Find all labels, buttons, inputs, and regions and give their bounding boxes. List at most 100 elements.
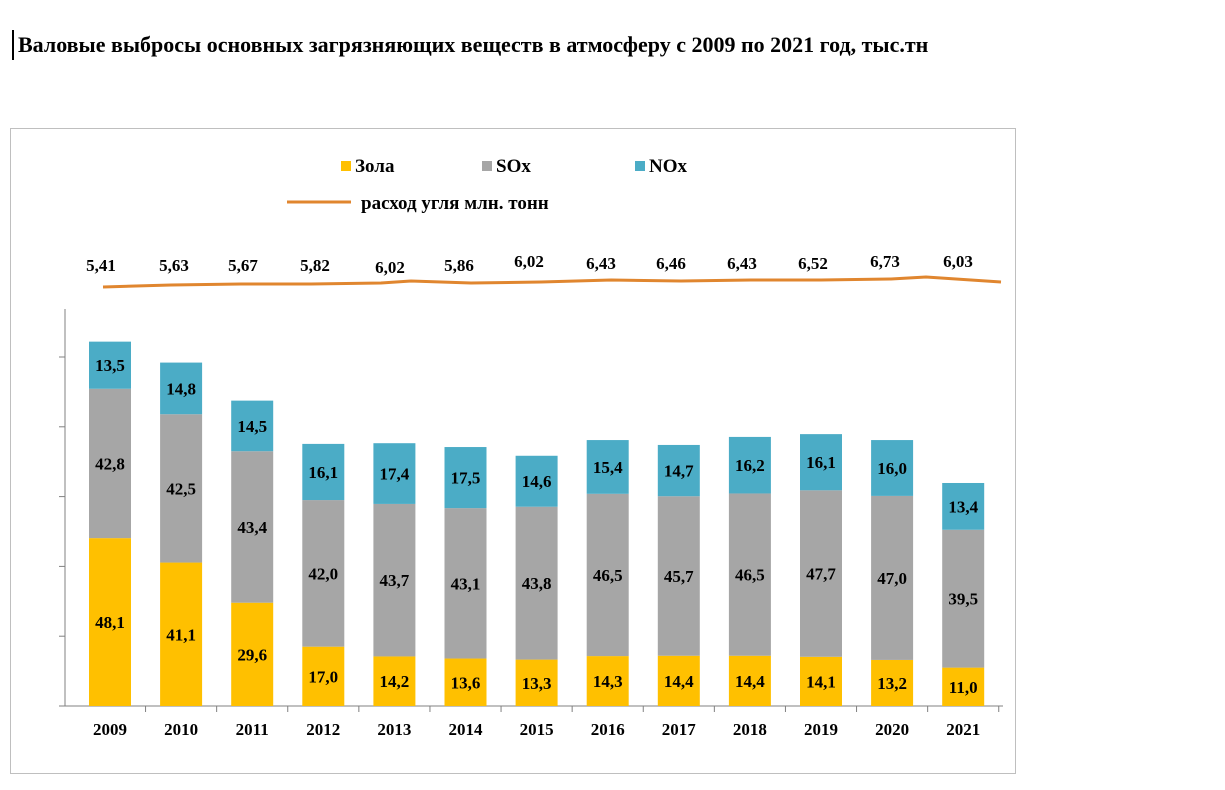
bar-segment-zola: [231, 602, 274, 706]
bar-value-label: 14,1: [806, 672, 836, 691]
bar-value-label: 17,0: [308, 667, 338, 686]
bar-segment-sox: [302, 500, 345, 647]
coal-value-label: 6,43: [586, 254, 616, 273]
x-tick-label: 2013: [377, 720, 411, 739]
bar-value-label: 13,6: [451, 673, 481, 692]
x-tick-label: 2021: [946, 720, 980, 739]
stacked-bar-chart: Зола SOx NOx расход угля млн. тонн 5,41 5,63…: [59, 156, 1003, 739]
coal-value-label: 5,86: [444, 256, 474, 275]
x-tick-label: 2015: [520, 720, 554, 739]
legend-zola-swatch: [341, 161, 351, 171]
coal-value-label: 6,02: [514, 252, 544, 271]
coal-consumption-line: 5,41 5,63 5,67 5,82 6,02 5,86 6,02 6,43 6,46 6,43…: [86, 252, 1002, 289]
bar-value-label: 46,5: [735, 566, 765, 585]
bar-segment-zola: [302, 646, 345, 706]
bar-segment-zola: [728, 655, 771, 706]
bar-segment-nox: [373, 443, 416, 504]
bar-value-label: 43,8: [522, 574, 552, 593]
legend-coal-label: расход угля млн. тонн: [361, 193, 549, 214]
bar-value-label: 14,4: [664, 672, 694, 691]
bar-segment-zola: [373, 656, 416, 706]
coal-value-label: 6,03: [943, 252, 973, 271]
bar-segment-nox: [871, 440, 914, 496]
bar-value-label: 29,6: [237, 645, 267, 664]
bar-value-label: 41,1: [166, 625, 196, 644]
bar-segment-zola: [657, 655, 700, 706]
legend-zola-label: Зола: [355, 156, 395, 177]
bar-value-label: 48,1: [95, 613, 125, 632]
bar-segment-zola: [515, 659, 558, 706]
bar-segment-sox: [444, 508, 487, 659]
bar-segment-sox: [515, 506, 558, 660]
bar-value-label: 47,0: [877, 569, 907, 588]
x-tick-label: 2019: [804, 720, 838, 739]
bar-value-label: 14,6: [522, 472, 552, 491]
bar-value-label: 43,4: [237, 518, 267, 537]
legend-sox-swatch: [482, 161, 492, 171]
bar-value-label: 16,1: [806, 453, 836, 472]
bar-segment-sox: [728, 493, 771, 656]
bar-segment-sox: [800, 490, 842, 657]
x-tick-label: 2009: [93, 720, 127, 739]
x-tick-label: 2014: [449, 720, 484, 739]
bar-segment-zola: [160, 562, 203, 706]
x-tick-label: 2020: [875, 720, 909, 739]
bar-value-label: 13,2: [877, 674, 907, 693]
x-tick-label: 2017: [662, 720, 697, 739]
bar-segment-sox: [657, 496, 700, 656]
coal-line-path: [102, 275, 1002, 289]
x-tick-label: 2010: [164, 720, 198, 739]
bar-value-label: 11,0: [949, 678, 978, 697]
coal-value-label: 6,73: [870, 252, 900, 271]
coal-value-label: 5,63: [159, 256, 189, 275]
bar-value-label: 45,7: [664, 567, 694, 586]
bar-segment-sox: [160, 414, 203, 563]
coal-value-label: 5,82: [300, 256, 330, 275]
bar-segment-zola: [871, 659, 914, 706]
bar-segment-nox: [89, 341, 131, 389]
bars-group: 48,1 42,8 13,5 41,1 42,5 14,8 29,6 43,4 14,5 17,0…: [89, 341, 985, 706]
bar-segment-nox: [800, 434, 842, 491]
chart-frame: Зола SOx NOx расход угля млн. тонн 5,41 5,63…: [10, 128, 1016, 774]
legend-sox-label: SOx: [496, 156, 531, 177]
bar-segment-zola: [942, 667, 985, 706]
bar-segment-sox: [231, 451, 274, 603]
coal-value-label: 6,46: [656, 254, 686, 273]
x-axis-labels: 2009 2010 2011 2012 2013 2014 2015 2016 2017 2018…: [93, 706, 1000, 739]
bar-segment-sox: [942, 529, 985, 668]
bar-segment-nox: [657, 444, 700, 497]
x-tick-label: 2018: [733, 720, 767, 739]
bar-value-label: 16,0: [877, 459, 907, 478]
bar-segment-nox: [515, 455, 558, 507]
legend-nox-label: NOx: [649, 156, 688, 177]
x-tick-label: 2012: [306, 720, 340, 739]
bar-value-label: 13,3: [522, 674, 552, 693]
bar-value-label: 39,5: [948, 590, 978, 609]
bar-value-label: 46,5: [593, 566, 623, 585]
coal-value-label: 6,43: [727, 254, 757, 273]
coal-value-label: 5,67: [228, 256, 258, 275]
x-tick-label: 2016: [591, 720, 625, 739]
bar-segment-zola: [800, 656, 842, 706]
bar-segment-nox: [302, 443, 345, 501]
coal-value-label: 6,52: [798, 254, 828, 273]
page-title: Валовые выбросы основных загрязняющих ве…: [12, 30, 1225, 60]
bar-value-label: 14,5: [237, 417, 267, 436]
bar-segment-zola: [444, 658, 487, 706]
bar-value-label: 14,2: [380, 672, 410, 691]
bar-segment-nox: [728, 436, 771, 494]
chart-legend: Зола SOx NOx расход угля млн. тонн: [287, 156, 688, 214]
bar-segment-zola: [586, 656, 629, 706]
bar-segment-nox: [942, 482, 985, 530]
bar-value-label: 13,4: [948, 497, 978, 516]
bar-value-label: 43,1: [451, 574, 481, 593]
bar-value-label: 15,4: [593, 458, 623, 477]
bar-value-label: 42,5: [166, 479, 196, 498]
bar-value-label: 17,4: [380, 465, 410, 484]
bar-segment-sox: [586, 493, 629, 657]
bar-value-label: 14,4: [735, 672, 765, 691]
legend-nox-swatch: [635, 161, 645, 171]
bar-value-label: 14,3: [593, 672, 623, 691]
coal-value-label: 6,02: [375, 258, 405, 277]
bar-segment-sox: [871, 495, 914, 660]
